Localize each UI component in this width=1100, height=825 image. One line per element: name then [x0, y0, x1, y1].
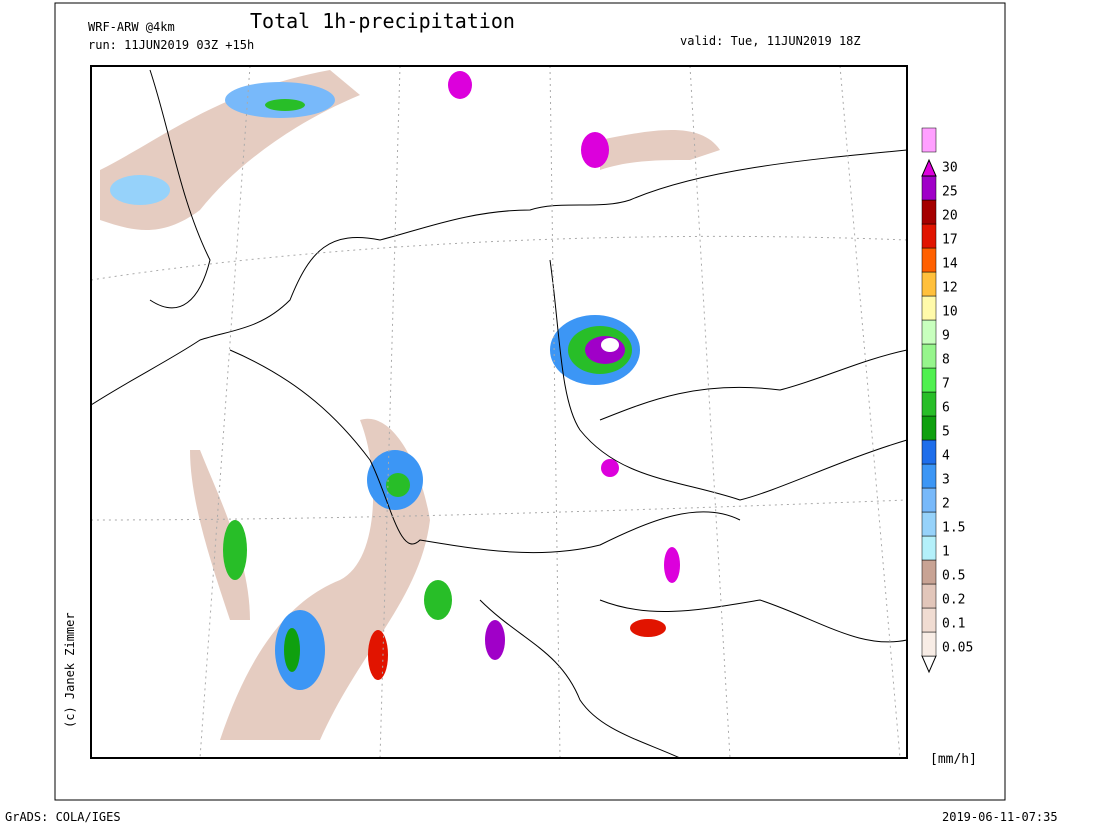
colorbar-swatch — [921, 511, 937, 537]
colorbar-swatch — [921, 631, 937, 657]
colorbar-swatch — [921, 391, 937, 417]
colorbar-label: 0.1 — [942, 617, 965, 632]
run-label: run: 11JUN2019 03Z +15h — [88, 38, 254, 52]
colorbar-label: 6 — [942, 401, 950, 416]
colorbar-swatch — [921, 271, 937, 297]
colorbar-label: 8 — [942, 353, 950, 368]
colorbar-label: 12 — [942, 281, 958, 296]
colorbar-label: 5 — [942, 425, 950, 440]
map — [90, 65, 908, 759]
colorbar-label: 0.2 — [942, 593, 965, 608]
colorbar-label: 0.5 — [942, 569, 965, 584]
colorbar-swatch — [921, 343, 937, 369]
colorbar-label: 0.05 — [942, 641, 973, 656]
colorbar: 0.05 0.1 0.2 0.5 1 1.5 2 3 4 5 6 7 8 9 10 12 14 17 20 25 30 — [921, 127, 973, 674]
software-credit: GrADS: COLA/IGES — [5, 810, 121, 824]
colorbar-label: 2 — [942, 497, 950, 512]
author-credit: (c) Janek Zimmer — [63, 612, 77, 728]
colorbar-label: 20 — [942, 209, 958, 224]
colorbar-swatch — [921, 367, 937, 393]
colorbar-swatch — [921, 463, 937, 489]
unit-label: [mm/h] — [930, 752, 977, 767]
title: Total 1h-precipitation — [250, 9, 515, 33]
valid-label: valid: Tue, 11JUN2019 18Z — [680, 34, 861, 48]
colorbar-triangle — [921, 158, 937, 177]
map-frame — [90, 65, 908, 759]
colorbar-swatch — [921, 583, 937, 609]
colorbar-swatch — [921, 175, 937, 201]
colorbar-triangle — [921, 655, 937, 674]
colorbar-swatch — [921, 247, 937, 273]
colorbar-swatch — [921, 199, 937, 225]
colorbar-swatch — [921, 127, 937, 153]
colorbar-swatch — [921, 439, 937, 465]
model-label: WRF-ARW @4km — [88, 20, 175, 34]
colorbar-label: 1 — [942, 545, 950, 560]
precip-blobs — [110, 71, 680, 690]
colorbar-label: 1.5 — [942, 521, 965, 536]
colorbar-swatch — [921, 559, 937, 585]
colorbar-swatch — [921, 607, 937, 633]
colorbar-label: 30 — [942, 161, 958, 176]
graticule — [90, 65, 908, 759]
colorbar-label: 10 — [942, 305, 958, 320]
colorbar-label: 14 — [942, 257, 958, 272]
colorbar-label: 9 — [942, 329, 950, 344]
colorbar-label: 3 — [942, 473, 950, 488]
colorbar-label: 25 — [942, 185, 958, 200]
timestamp: 2019-06-11-07:35 — [942, 810, 1058, 824]
colorbar-swatch — [921, 319, 937, 345]
colorbar-label: 7 — [942, 377, 950, 392]
colorbar-swatch — [921, 223, 937, 249]
colorbar-swatch — [921, 535, 937, 561]
colorbar-label: 17 — [942, 233, 958, 248]
colorbar-label: 4 — [942, 449, 950, 464]
colorbar-swatch — [921, 487, 937, 513]
colorbar-swatch — [921, 415, 937, 441]
borders — [90, 69, 908, 759]
outer-frame — [54, 2, 1006, 801]
colorbar-swatch — [921, 295, 937, 321]
